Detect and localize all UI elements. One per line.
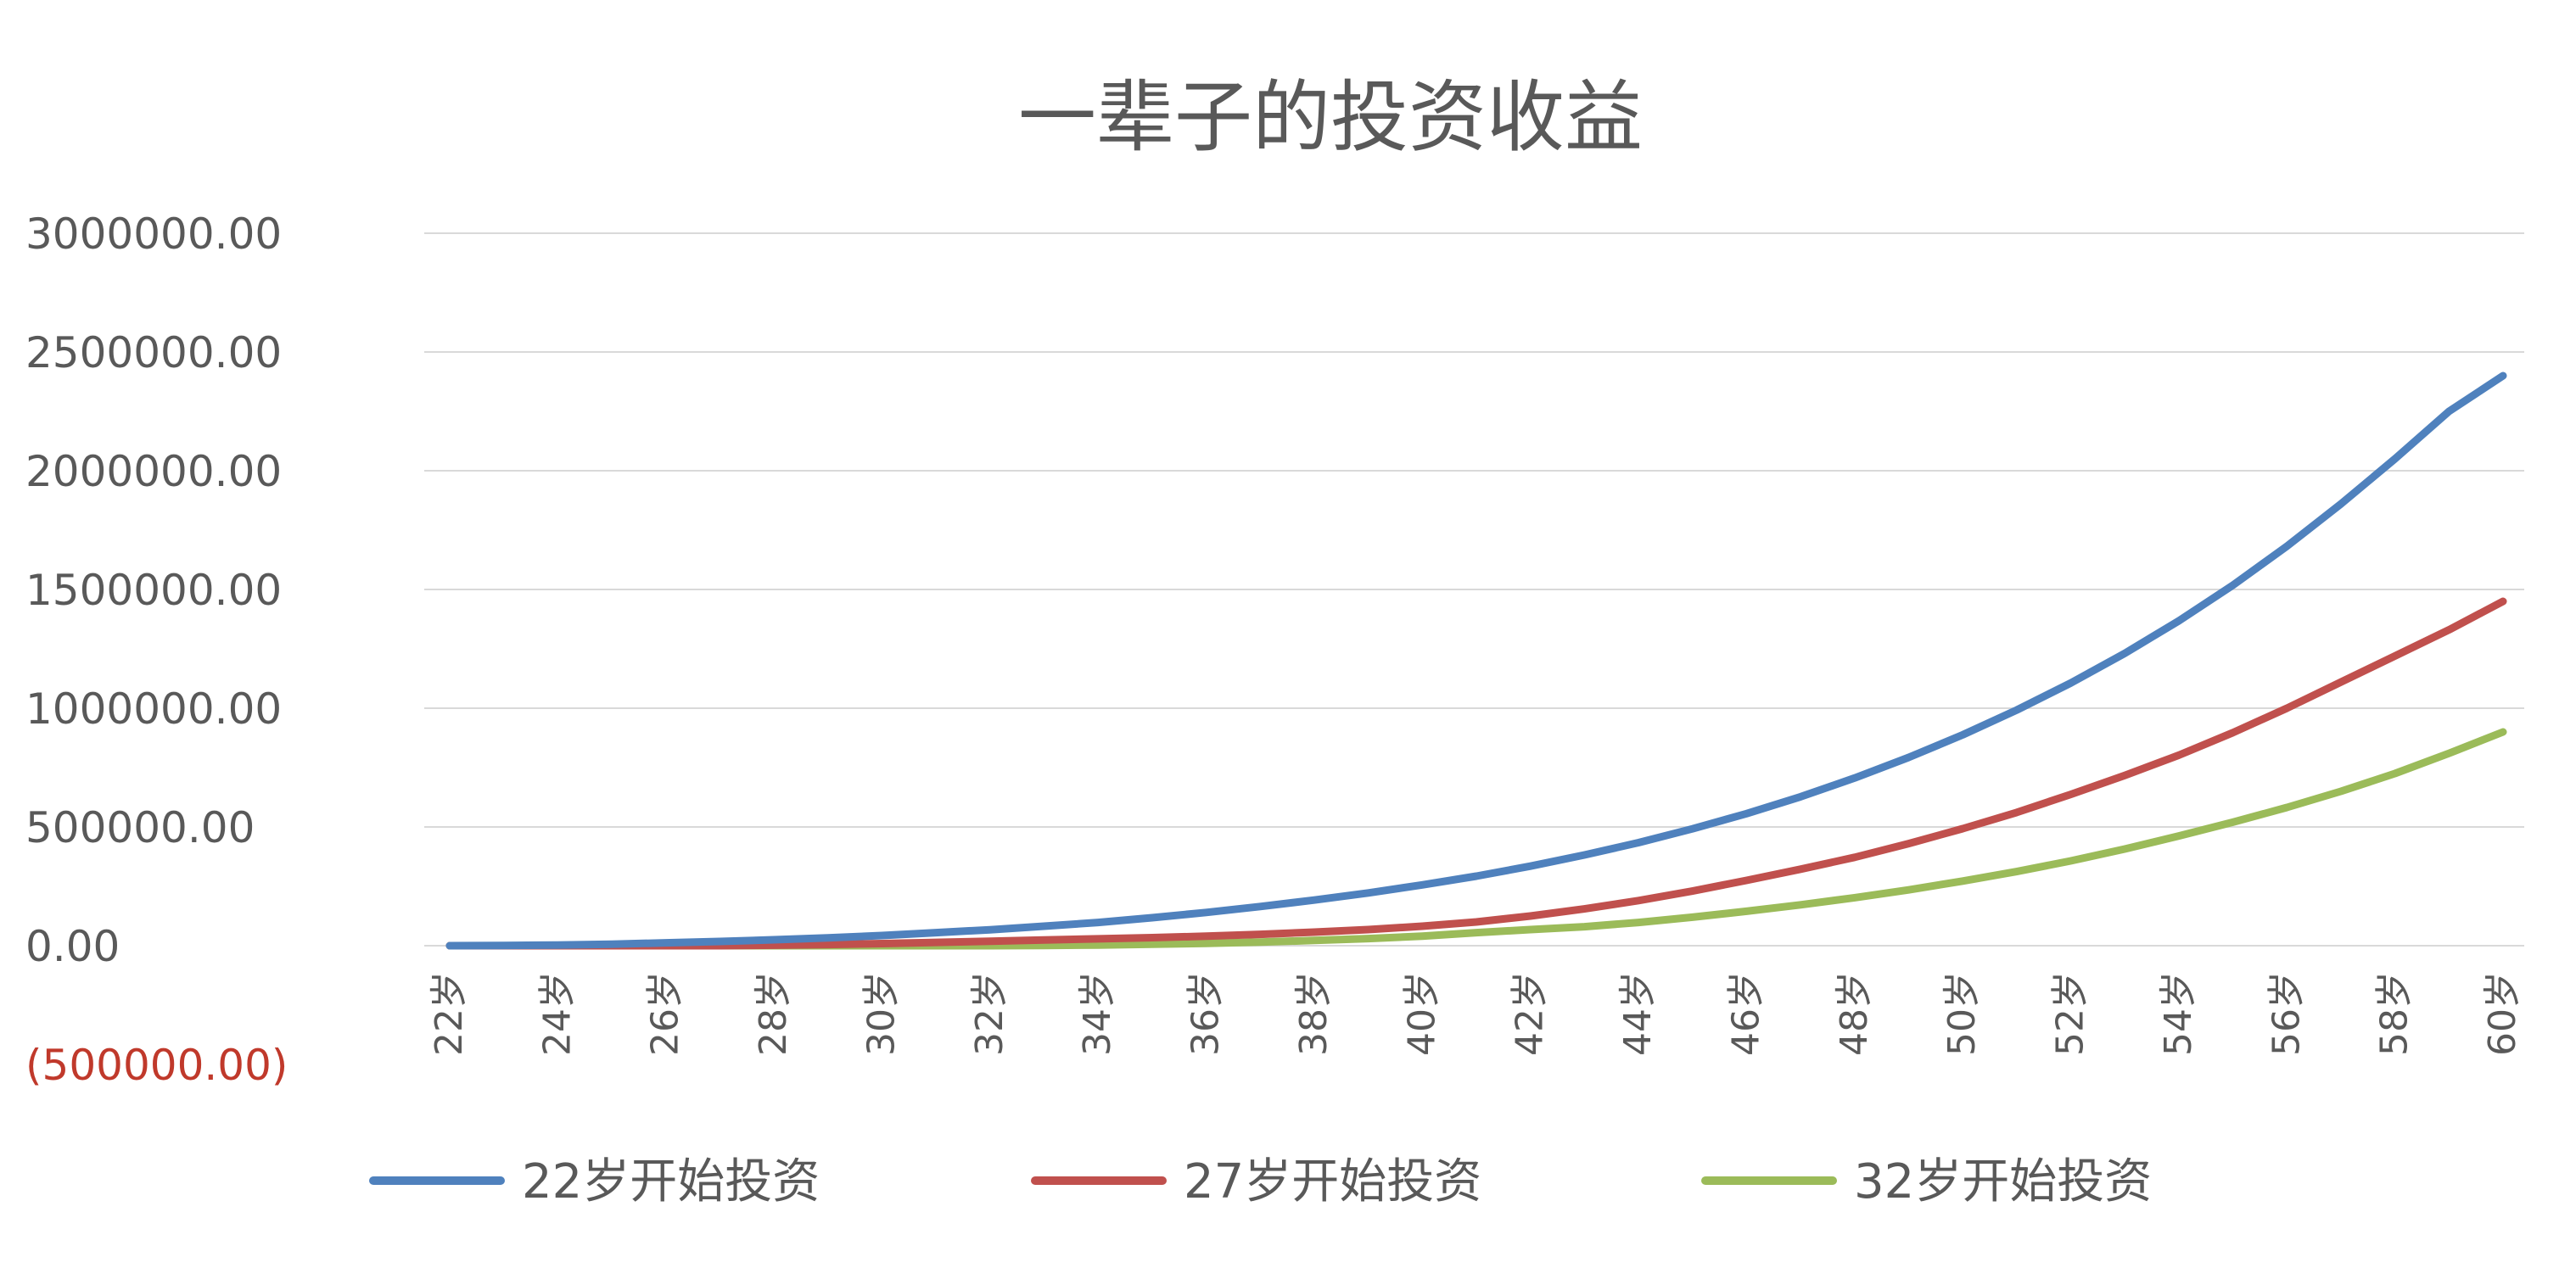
- legend: 22岁开始投资 27岁开始投资 32岁开始投资: [369, 1154, 2152, 1209]
- chart-title: 一辈子的投资收益: [1018, 72, 1643, 163]
- y-tick-label: 500000.00: [25, 803, 255, 852]
- legend-label-1: 27岁开始投资: [1184, 1154, 1481, 1209]
- x-tick-label: 60岁: [2481, 971, 2524, 1056]
- series-lines: [445, 371, 2507, 950]
- x-tick-label: 52岁: [2049, 971, 2092, 1056]
- y-tick-label: 2000000.00: [25, 447, 282, 496]
- x-tick-label: 46岁: [1724, 971, 1767, 1056]
- y-axis-ticks: 3000000.00 2500000.00 2000000.00 1500000.00…: [25, 209, 288, 1090]
- y-tick-label: 1000000.00: [25, 684, 282, 734]
- x-tick-label: 48岁: [1833, 971, 1876, 1056]
- y-tick-label: 1500000.00: [25, 566, 282, 615]
- x-tick-label: 32岁: [968, 971, 1011, 1056]
- series-line-1: [445, 597, 2507, 950]
- y-tick-label: 0.00: [25, 922, 120, 971]
- y-tick-label: (500000.00): [25, 1041, 288, 1090]
- x-tick-label: 40岁: [1400, 971, 1443, 1056]
- x-tick-label: 30岁: [860, 971, 903, 1056]
- series-line-0: [445, 371, 2507, 950]
- y-tick-label: 2500000.00: [25, 328, 282, 377]
- x-tick-label: 28岁: [752, 971, 795, 1056]
- x-axis-ticks: 22岁 24岁 26岁 28岁 30岁 32岁 34岁 36岁 38岁 40岁 42岁 44岁 46岁 4…: [428, 971, 2524, 1056]
- x-tick-label: 50岁: [1940, 971, 1984, 1056]
- x-tick-label: 56岁: [2265, 971, 2308, 1056]
- x-tick-label: 38岁: [1292, 971, 1336, 1056]
- x-tick-label: 22岁: [428, 971, 471, 1056]
- y-tick-label: 3000000.00: [25, 209, 282, 259]
- x-tick-label: 58岁: [2373, 971, 2416, 1056]
- x-tick-label: 24岁: [535, 971, 579, 1056]
- x-tick-label: 26岁: [644, 971, 687, 1056]
- legend-label-0: 22岁开始投资: [522, 1154, 820, 1209]
- legend-label-2: 32岁开始投资: [1854, 1154, 2152, 1209]
- x-tick-label: 34岁: [1076, 971, 1119, 1056]
- x-tick-label: 42岁: [1509, 971, 1552, 1056]
- x-tick-label: 36岁: [1184, 971, 1228, 1056]
- x-tick-label: 44岁: [1616, 971, 1660, 1056]
- x-tick-label: 54岁: [2157, 971, 2200, 1056]
